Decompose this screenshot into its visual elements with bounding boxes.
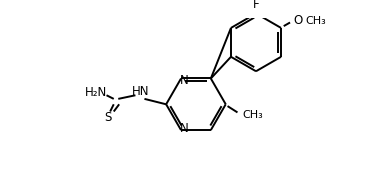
Text: S: S bbox=[105, 111, 112, 124]
Text: CH₃: CH₃ bbox=[242, 110, 263, 120]
Text: N: N bbox=[180, 74, 189, 87]
Text: CH₃: CH₃ bbox=[305, 16, 326, 26]
Text: O: O bbox=[294, 14, 303, 27]
Text: N: N bbox=[180, 122, 189, 135]
Text: H₂N: H₂N bbox=[84, 86, 107, 99]
Text: F: F bbox=[253, 0, 259, 11]
Text: HN: HN bbox=[132, 85, 150, 98]
